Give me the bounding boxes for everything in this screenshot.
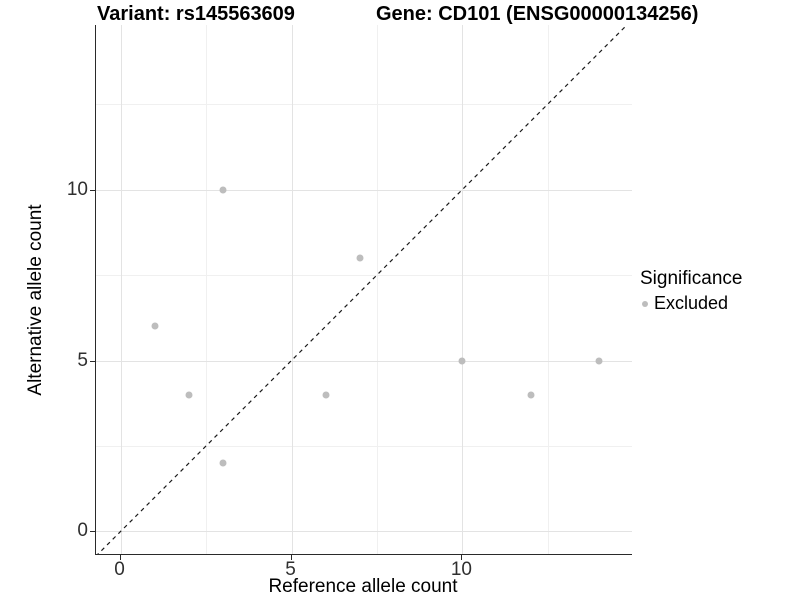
identity-line	[97, 25, 628, 554]
gridline-major	[462, 25, 464, 554]
data-point	[322, 391, 330, 399]
gridline-minor	[547, 25, 549, 554]
gridline-minor	[96, 445, 632, 447]
x-tick-mark	[290, 555, 292, 560]
y-tick-mark	[90, 189, 95, 191]
gridline-major	[120, 25, 122, 554]
data-point	[527, 391, 535, 399]
x-tick-label: 0	[114, 559, 125, 580]
y-tick-label: 5	[77, 349, 88, 371]
y-tick-mark	[90, 360, 95, 362]
gridline-minor	[377, 25, 378, 554]
x-axis-title: Reference allele count	[268, 576, 458, 597]
plot-title-variant: Variant: rs145563609	[97, 3, 295, 25]
y-tick-label: 10	[66, 178, 88, 200]
legend: Significance Excluded	[640, 268, 742, 314]
x-tick-label: 5	[285, 559, 296, 580]
data-point	[356, 254, 364, 262]
data-point	[458, 357, 466, 364]
data-point	[185, 391, 193, 399]
data-point	[151, 322, 159, 330]
plot-panel	[95, 25, 632, 555]
y-tick-label: 0	[77, 520, 88, 542]
legend-items: Excluded	[640, 293, 742, 314]
data-point	[219, 186, 227, 193]
gridline-major	[96, 189, 632, 191]
data-point	[595, 357, 603, 364]
legend-item: Excluded	[640, 293, 742, 314]
x-tick-label: 10	[450, 559, 472, 580]
gridline-minor	[206, 25, 208, 554]
gridline-major	[96, 531, 632, 533]
legend-title: Significance	[640, 268, 743, 289]
x-tick-mark	[461, 555, 463, 560]
x-tick-mark	[119, 555, 121, 560]
y-tick-mark	[90, 531, 95, 533]
legend-point-icon	[642, 300, 648, 307]
plot-title-gene: Gene: CD101 (ENSG00000134256)	[376, 3, 699, 25]
gridline-minor	[96, 275, 632, 276]
gridline-major	[291, 25, 293, 554]
gridline-major	[96, 360, 632, 362]
legend-item-label: Excluded	[654, 293, 729, 313]
y-axis-title: Alternative allele count	[25, 204, 46, 396]
gridline-minor	[96, 104, 632, 105]
data-point	[219, 459, 227, 467]
